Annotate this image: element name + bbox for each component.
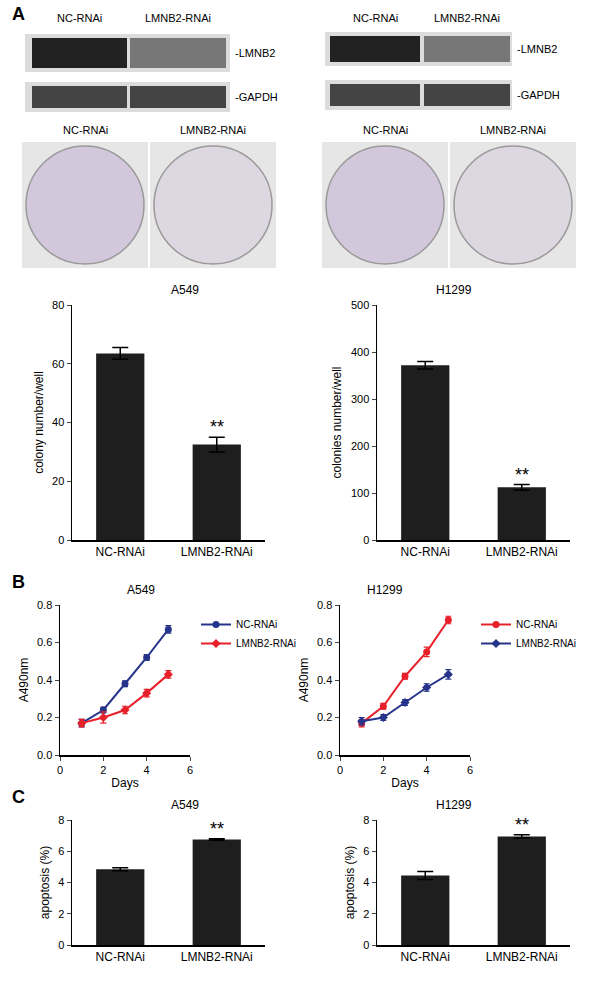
svg-text:C: C	[12, 787, 25, 807]
svg-text:H1299: H1299	[436, 283, 472, 297]
svg-text:2: 2	[100, 764, 106, 776]
svg-text:**: **	[210, 417, 224, 437]
svg-text:40: 40	[52, 416, 64, 428]
svg-text:NC-RNAi: NC-RNAi	[96, 545, 145, 559]
svg-text:LMNB2-RNAi: LMNB2-RNAi	[145, 12, 211, 24]
svg-text:NC-RNAi: NC-RNAi	[401, 545, 450, 559]
svg-text:2: 2	[58, 908, 64, 920]
svg-text:2: 2	[380, 764, 386, 776]
svg-text:8: 8	[363, 814, 369, 826]
svg-text:NC-RNAi: NC-RNAi	[236, 619, 277, 630]
svg-text:**: **	[210, 819, 224, 839]
svg-text:0.4: 0.4	[317, 674, 332, 686]
svg-text:0.8: 0.8	[317, 599, 332, 611]
svg-text:0.2: 0.2	[317, 711, 332, 723]
svg-text:200: 200	[351, 440, 369, 452]
svg-text:LMNB2-RNAi: LMNB2-RNAi	[181, 545, 253, 559]
svg-text:400: 400	[351, 346, 369, 358]
svg-text:6: 6	[58, 845, 64, 857]
svg-text:6: 6	[363, 845, 369, 857]
svg-text:LMNB2-RNAi: LMNB2-RNAi	[486, 950, 558, 964]
svg-text:A549: A549	[171, 283, 199, 297]
svg-text:NC-RNAi: NC-RNAi	[57, 12, 102, 24]
svg-text:300: 300	[351, 393, 369, 405]
svg-text:A549: A549	[171, 798, 199, 812]
svg-text:60: 60	[52, 358, 64, 370]
svg-text:80: 80	[52, 299, 64, 311]
svg-text:-LMNB2: -LMNB2	[235, 47, 275, 59]
svg-text:LMNB2-RNAi: LMNB2-RNAi	[236, 638, 296, 649]
svg-text:NC-RNAi: NC-RNAi	[516, 619, 557, 630]
svg-text:0: 0	[58, 534, 64, 546]
svg-text:0: 0	[337, 764, 343, 776]
svg-text:**: **	[515, 465, 529, 485]
svg-text:**: **	[515, 815, 529, 835]
svg-text:6: 6	[467, 764, 473, 776]
svg-text:NC-RNAi: NC-RNAi	[363, 124, 408, 136]
svg-text:NC-RNAi: NC-RNAi	[63, 124, 108, 136]
svg-text:H1299: H1299	[367, 583, 403, 597]
svg-text:NC-RNAi: NC-RNAi	[353, 12, 398, 24]
svg-text:0.0: 0.0	[37, 749, 52, 761]
svg-text:0: 0	[57, 764, 63, 776]
svg-text:-LMNB2: -LMNB2	[517, 43, 557, 55]
svg-text:500: 500	[351, 299, 369, 311]
svg-text:0: 0	[363, 939, 369, 951]
svg-text:0.8: 0.8	[37, 599, 52, 611]
svg-text:A: A	[12, 4, 25, 24]
svg-text:Days: Days	[391, 776, 418, 790]
svg-text:4: 4	[58, 876, 64, 888]
svg-text:LMNB2-RNAi: LMNB2-RNAi	[434, 12, 500, 24]
svg-text:LMNB2-RNAi: LMNB2-RNAi	[486, 545, 558, 559]
svg-text:0.4: 0.4	[37, 674, 52, 686]
svg-text:LMNB2-RNAi: LMNB2-RNAi	[480, 124, 546, 136]
svg-text:NC-RNAi: NC-RNAi	[96, 950, 145, 964]
svg-text:A490nm: A490nm	[17, 658, 31, 703]
svg-text:4: 4	[363, 876, 369, 888]
svg-text:8: 8	[58, 814, 64, 826]
svg-text:A549: A549	[127, 583, 155, 597]
svg-text:LMNB2-RNAi: LMNB2-RNAi	[180, 124, 246, 136]
svg-text:Days: Days	[111, 776, 138, 790]
svg-text:0: 0	[363, 534, 369, 546]
svg-text:colony number/well: colony number/well	[32, 371, 46, 474]
svg-text:0.6: 0.6	[317, 636, 332, 648]
svg-text:apoptosis (%): apoptosis (%)	[38, 846, 52, 919]
svg-text:apoptosis (%): apoptosis (%)	[343, 846, 357, 919]
svg-text:LMNB2-RNAi: LMNB2-RNAi	[181, 950, 253, 964]
svg-text:6: 6	[187, 764, 193, 776]
svg-text:0.0: 0.0	[317, 749, 332, 761]
svg-text:4: 4	[424, 764, 430, 776]
svg-text:0.6: 0.6	[37, 636, 52, 648]
svg-text:A490nm: A490nm	[297, 658, 311, 703]
svg-text:NC-RNAi: NC-RNAi	[401, 950, 450, 964]
svg-text:100: 100	[351, 487, 369, 499]
svg-text:H1299: H1299	[436, 798, 472, 812]
svg-text:LMNB2-RNAi: LMNB2-RNAi	[516, 638, 576, 649]
svg-text:colonies number/well: colonies number/well	[330, 366, 344, 478]
svg-text:-GAPDH: -GAPDH	[517, 89, 560, 101]
svg-text:-GAPDH: -GAPDH	[235, 91, 278, 103]
svg-text:B: B	[12, 572, 25, 592]
svg-text:2: 2	[363, 908, 369, 920]
svg-text:0.2: 0.2	[37, 711, 52, 723]
svg-text:0: 0	[58, 939, 64, 951]
svg-text:4: 4	[144, 764, 150, 776]
svg-text:20: 20	[52, 475, 64, 487]
